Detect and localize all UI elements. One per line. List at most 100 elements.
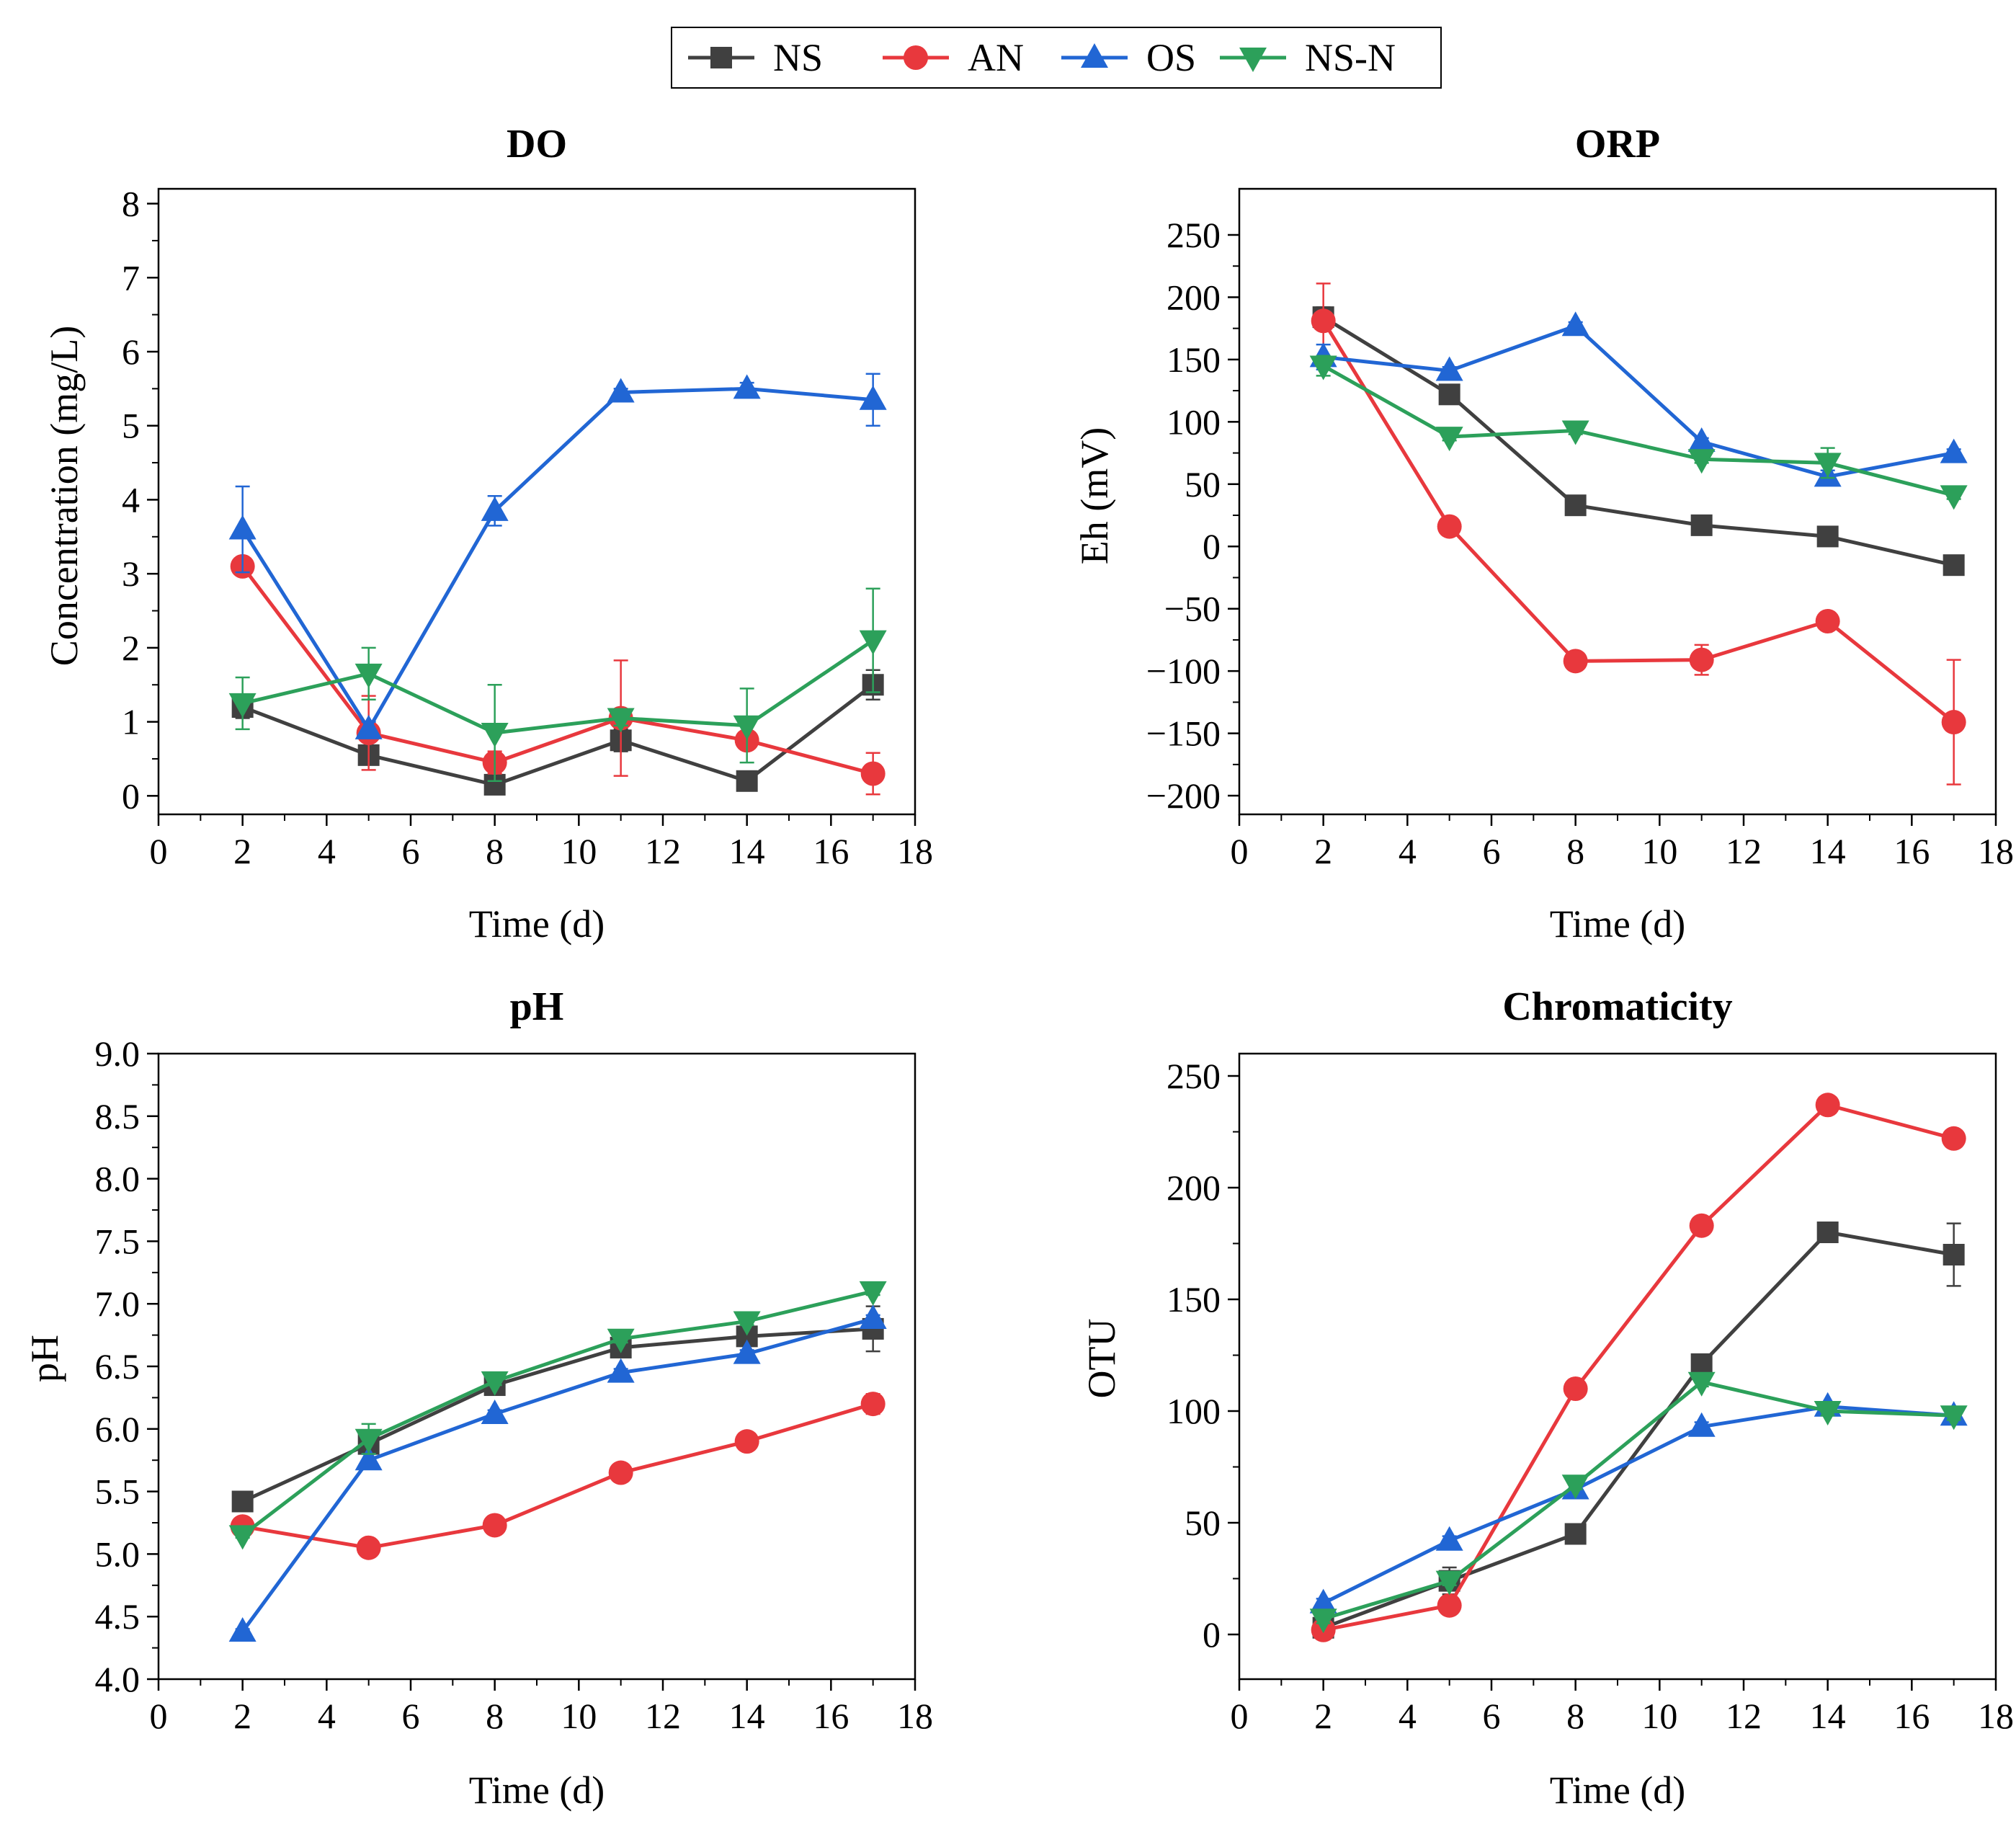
data-point <box>1814 1401 1842 1425</box>
data-point <box>1687 1412 1716 1437</box>
series-line <box>1323 324 1955 479</box>
data-point <box>1311 308 1336 334</box>
y-tick-label: 3 <box>122 553 140 594</box>
data-point <box>481 723 509 748</box>
data-point <box>228 1617 257 1642</box>
data-point <box>859 630 887 655</box>
x-tick-label: 0 <box>1231 1696 1249 1736</box>
data-point <box>1563 649 1588 674</box>
data-point <box>607 1358 635 1383</box>
series-line <box>241 386 873 731</box>
x-axis-label: Time (d) <box>469 1769 605 1812</box>
data-point <box>859 385 887 410</box>
series-ns <box>1312 306 1965 577</box>
data-point <box>1816 1222 1839 1243</box>
legend: NS AN OS NS-N <box>671 27 1442 89</box>
data-point <box>1816 525 1839 548</box>
series-line <box>1322 315 1955 567</box>
x-tick-label: 0 <box>150 1696 168 1736</box>
data-point <box>1943 1244 1965 1265</box>
data-point <box>607 378 635 403</box>
data-point <box>1940 1405 1968 1431</box>
data-point <box>1690 514 1713 536</box>
y-tick-label: 0 <box>1203 526 1221 566</box>
data-point <box>354 714 383 739</box>
data-point <box>356 1535 381 1560</box>
x-tick-label: 8 <box>486 831 504 871</box>
data-point <box>1815 608 1840 633</box>
series-an <box>1311 1093 1966 1642</box>
data-point <box>1437 514 1462 539</box>
x-tick-label: 2 <box>1314 831 1332 871</box>
y-tick-label: 0 <box>1203 1614 1221 1655</box>
series-line <box>241 1317 874 1633</box>
legend-entries: NS AN OS NS-N <box>688 36 1396 79</box>
series-ns-n <box>1309 355 1968 510</box>
x-tick-label: 16 <box>1894 831 1930 871</box>
data-point <box>231 1490 254 1513</box>
y-tick-label: 150 <box>1167 1279 1221 1320</box>
data-point <box>1561 420 1589 445</box>
y-tick-label: 200 <box>1167 277 1221 317</box>
x-tick-label: 14 <box>1810 1696 1846 1736</box>
series-line <box>1322 1405 1954 1605</box>
legend-box <box>671 27 1442 89</box>
panel-do: DO Time (d) Concentration (mg/L) 0 2 4 6 8 10… <box>43 122 933 946</box>
x-tick-label: 10 <box>561 1696 597 1736</box>
data-point <box>1563 1376 1588 1401</box>
y-tick-label: 5.0 <box>95 1534 141 1574</box>
data-point <box>1941 710 1966 735</box>
series-line <box>1321 319 1955 724</box>
data-point <box>733 1311 761 1336</box>
y-tick-label: −100 <box>1146 651 1221 691</box>
series-os <box>228 373 887 739</box>
x-tick-label: 2 <box>233 1696 251 1736</box>
data-point <box>860 1392 886 1417</box>
series-ns-n <box>1309 1371 1968 1634</box>
data-point <box>1687 427 1716 453</box>
data-point <box>1435 427 1463 452</box>
data-point <box>733 715 761 740</box>
series-line <box>241 1289 874 1537</box>
x-tick-label: 14 <box>729 831 765 871</box>
y-tick-label: 7.5 <box>95 1221 141 1261</box>
x-tick-label: 12 <box>645 1696 681 1736</box>
panel-title: Chromaticity <box>1502 984 1732 1029</box>
x-tick-label: 18 <box>1978 1696 2014 1736</box>
x-tick-label: 6 <box>402 1696 420 1736</box>
y-axis-label: Concentration (mg/L) <box>43 326 86 666</box>
x-tick-label: 2 <box>233 831 251 871</box>
data-point <box>1941 1126 1966 1151</box>
series-an <box>230 1392 886 1560</box>
data-point <box>1689 647 1714 672</box>
x-tick-label: 6 <box>1483 831 1501 871</box>
x-tick-label: 16 <box>1894 1696 1930 1736</box>
x-tick-label: 10 <box>1641 1696 1677 1736</box>
y-axis-label: Eh (mV) <box>1073 427 1116 564</box>
series-ns-n <box>228 587 887 783</box>
y-tick-label: 100 <box>1167 1391 1221 1431</box>
data-point <box>736 770 758 792</box>
data-point <box>607 1328 635 1353</box>
legend-label-os: OS <box>1146 36 1196 79</box>
y-tick-label: 6 <box>122 332 140 372</box>
legend-marker-ns-n <box>1239 48 1267 72</box>
data-point <box>1940 485 1968 510</box>
x-axis-label: Time (d) <box>1550 1769 1686 1812</box>
y-tick-label: 6.5 <box>95 1346 141 1387</box>
data-point <box>1689 1213 1714 1238</box>
x-tick-label: 10 <box>1641 831 1677 871</box>
data-point <box>1437 1593 1462 1618</box>
series-line <box>242 1402 874 1550</box>
y-tick-label: 4.0 <box>95 1659 141 1699</box>
x-tick-label: 12 <box>645 831 681 871</box>
data-point <box>1309 355 1337 381</box>
y-tick-label: 100 <box>1167 401 1221 442</box>
y-tick-label: 4.5 <box>95 1596 141 1637</box>
data-point <box>1814 453 1842 478</box>
x-tick-label: 18 <box>1978 831 2014 871</box>
data-point <box>482 1513 507 1538</box>
x-tick-label: 4 <box>318 831 336 871</box>
